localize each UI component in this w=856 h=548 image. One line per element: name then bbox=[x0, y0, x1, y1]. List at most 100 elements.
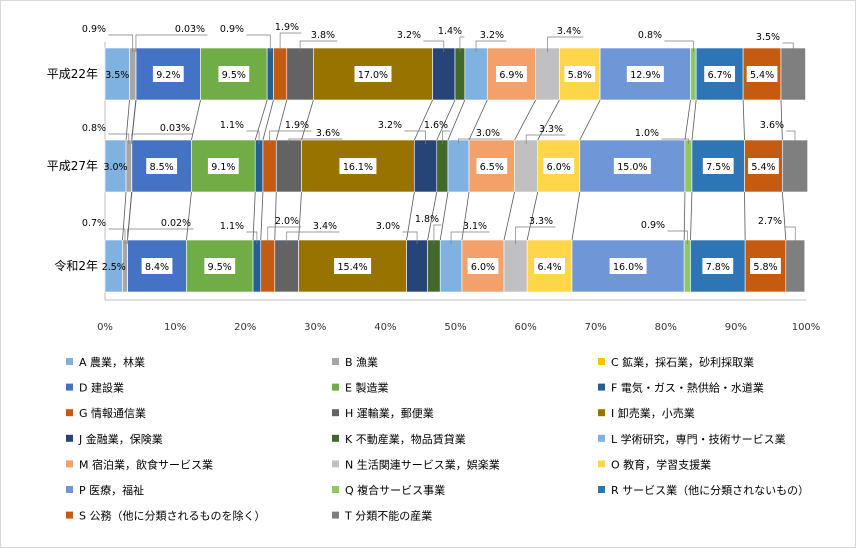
series-connector bbox=[683, 191, 686, 241]
x-tick-label: 50% bbox=[444, 322, 466, 333]
leader-line bbox=[246, 130, 260, 144]
x-tick-label: 30% bbox=[304, 322, 326, 333]
data-label-box bbox=[354, 66, 392, 82]
data-label: 0.7% bbox=[82, 218, 106, 229]
series-connector bbox=[127, 191, 133, 241]
legend-label: I 卸売業，小売業 bbox=[611, 406, 695, 420]
x-tick-label: 20% bbox=[234, 322, 256, 333]
data-label-box bbox=[467, 258, 499, 274]
data-label-box bbox=[626, 66, 664, 82]
leader-line bbox=[458, 138, 503, 144]
data-label: 3.3% bbox=[529, 216, 553, 227]
data-label-box bbox=[613, 158, 651, 174]
data-label: 1.1% bbox=[220, 120, 244, 131]
legend-label: S 公務（他に分類されるものを除く） bbox=[79, 509, 265, 523]
bar-segment bbox=[439, 239, 463, 293]
bar-segment bbox=[464, 47, 488, 101]
data-label: 8.4% bbox=[145, 262, 169, 273]
bar-segment bbox=[104, 47, 130, 101]
data-label: 0.03% bbox=[175, 24, 205, 35]
series-connector bbox=[742, 99, 745, 141]
series-connector bbox=[503, 191, 515, 241]
legend-label: E 製造業 bbox=[345, 381, 388, 395]
category-label: 平成27年 bbox=[47, 159, 98, 173]
series-connector bbox=[275, 99, 288, 141]
x-tick-label: 10% bbox=[164, 322, 186, 333]
series-connector bbox=[252, 191, 256, 241]
leader-line bbox=[423, 40, 445, 52]
bar-segment bbox=[414, 139, 438, 193]
series-connector bbox=[781, 191, 787, 241]
leader-line bbox=[459, 36, 465, 52]
series-connector bbox=[125, 99, 130, 141]
data-label: 6.7% bbox=[708, 70, 732, 81]
data-label: 8.5% bbox=[150, 162, 174, 173]
legend-swatch bbox=[66, 409, 73, 417]
series-connector bbox=[684, 99, 691, 141]
series-connector bbox=[254, 99, 268, 141]
series-connector bbox=[191, 99, 201, 141]
series-connector bbox=[691, 99, 697, 141]
data-label-box bbox=[564, 66, 596, 82]
legend-label: P 医療，福祉 bbox=[79, 483, 144, 497]
legend-label: Q 複合サービス事業 bbox=[345, 483, 445, 497]
series-connector bbox=[447, 99, 466, 141]
data-label-box bbox=[204, 258, 236, 274]
legend-label: T 分類不能の産業 bbox=[344, 509, 432, 523]
bar-segment bbox=[503, 239, 528, 293]
leader-line bbox=[786, 130, 796, 144]
data-label: 12.9% bbox=[630, 70, 660, 81]
data-label: 6.4% bbox=[538, 262, 562, 273]
data-label: 3.8% bbox=[311, 30, 335, 41]
data-label: 3.4% bbox=[557, 26, 581, 37]
data-label: 0.8% bbox=[638, 30, 662, 41]
leader-line bbox=[784, 226, 796, 244]
data-label: 2.7% bbox=[758, 216, 782, 227]
leader-line bbox=[664, 40, 694, 52]
legend-swatch bbox=[598, 460, 605, 468]
data-label: 3.2% bbox=[480, 30, 504, 41]
data-label: 7.8% bbox=[706, 262, 730, 273]
data-label: 15.0% bbox=[617, 162, 647, 173]
data-label: 1.1% bbox=[220, 221, 244, 232]
legend-swatch bbox=[332, 409, 339, 417]
legend-label: J 金融業，保険業 bbox=[78, 432, 163, 446]
legend-swatch bbox=[332, 460, 339, 468]
bar-segment bbox=[262, 139, 277, 193]
leader-line bbox=[299, 40, 338, 52]
series-connector bbox=[274, 191, 277, 241]
leader-line bbox=[108, 228, 126, 244]
bar-segment bbox=[782, 139, 808, 193]
legend-label: F 電気・ガス・熱供給・水道業 bbox=[611, 381, 764, 395]
legend-label: D 建設業 bbox=[79, 381, 124, 395]
leader-line bbox=[279, 32, 302, 52]
data-label: 3.2% bbox=[378, 120, 402, 131]
data-label: 6.0% bbox=[547, 162, 571, 173]
series-connector bbox=[579, 99, 601, 141]
legend-label: G 情報通信業 bbox=[79, 407, 146, 420]
leader-line bbox=[135, 34, 208, 52]
legend-swatch bbox=[332, 486, 339, 493]
series-connector bbox=[571, 191, 581, 241]
legend-swatch bbox=[598, 486, 605, 493]
series-connector bbox=[526, 191, 539, 241]
series-connector bbox=[468, 99, 488, 141]
legend-label: A 農業，林業 bbox=[79, 355, 145, 369]
data-label: 0.02% bbox=[161, 218, 191, 229]
leader-line bbox=[547, 36, 584, 52]
data-label-box bbox=[750, 258, 781, 274]
leader-line bbox=[525, 134, 566, 144]
x-tick-label: 100% bbox=[792, 322, 821, 333]
leader-line bbox=[515, 226, 556, 244]
series-connector bbox=[301, 99, 314, 141]
bar-segment bbox=[683, 239, 691, 293]
legend-label: B 漁業 bbox=[345, 355, 378, 369]
bar-segment bbox=[252, 239, 262, 293]
bar-segment bbox=[254, 139, 264, 193]
data-label: 3.0% bbox=[103, 162, 127, 173]
legend-swatch bbox=[66, 383, 73, 391]
series-connector bbox=[436, 99, 456, 141]
leader-line bbox=[402, 231, 418, 244]
leader-line bbox=[475, 40, 507, 52]
data-label: 7.5% bbox=[706, 162, 730, 173]
